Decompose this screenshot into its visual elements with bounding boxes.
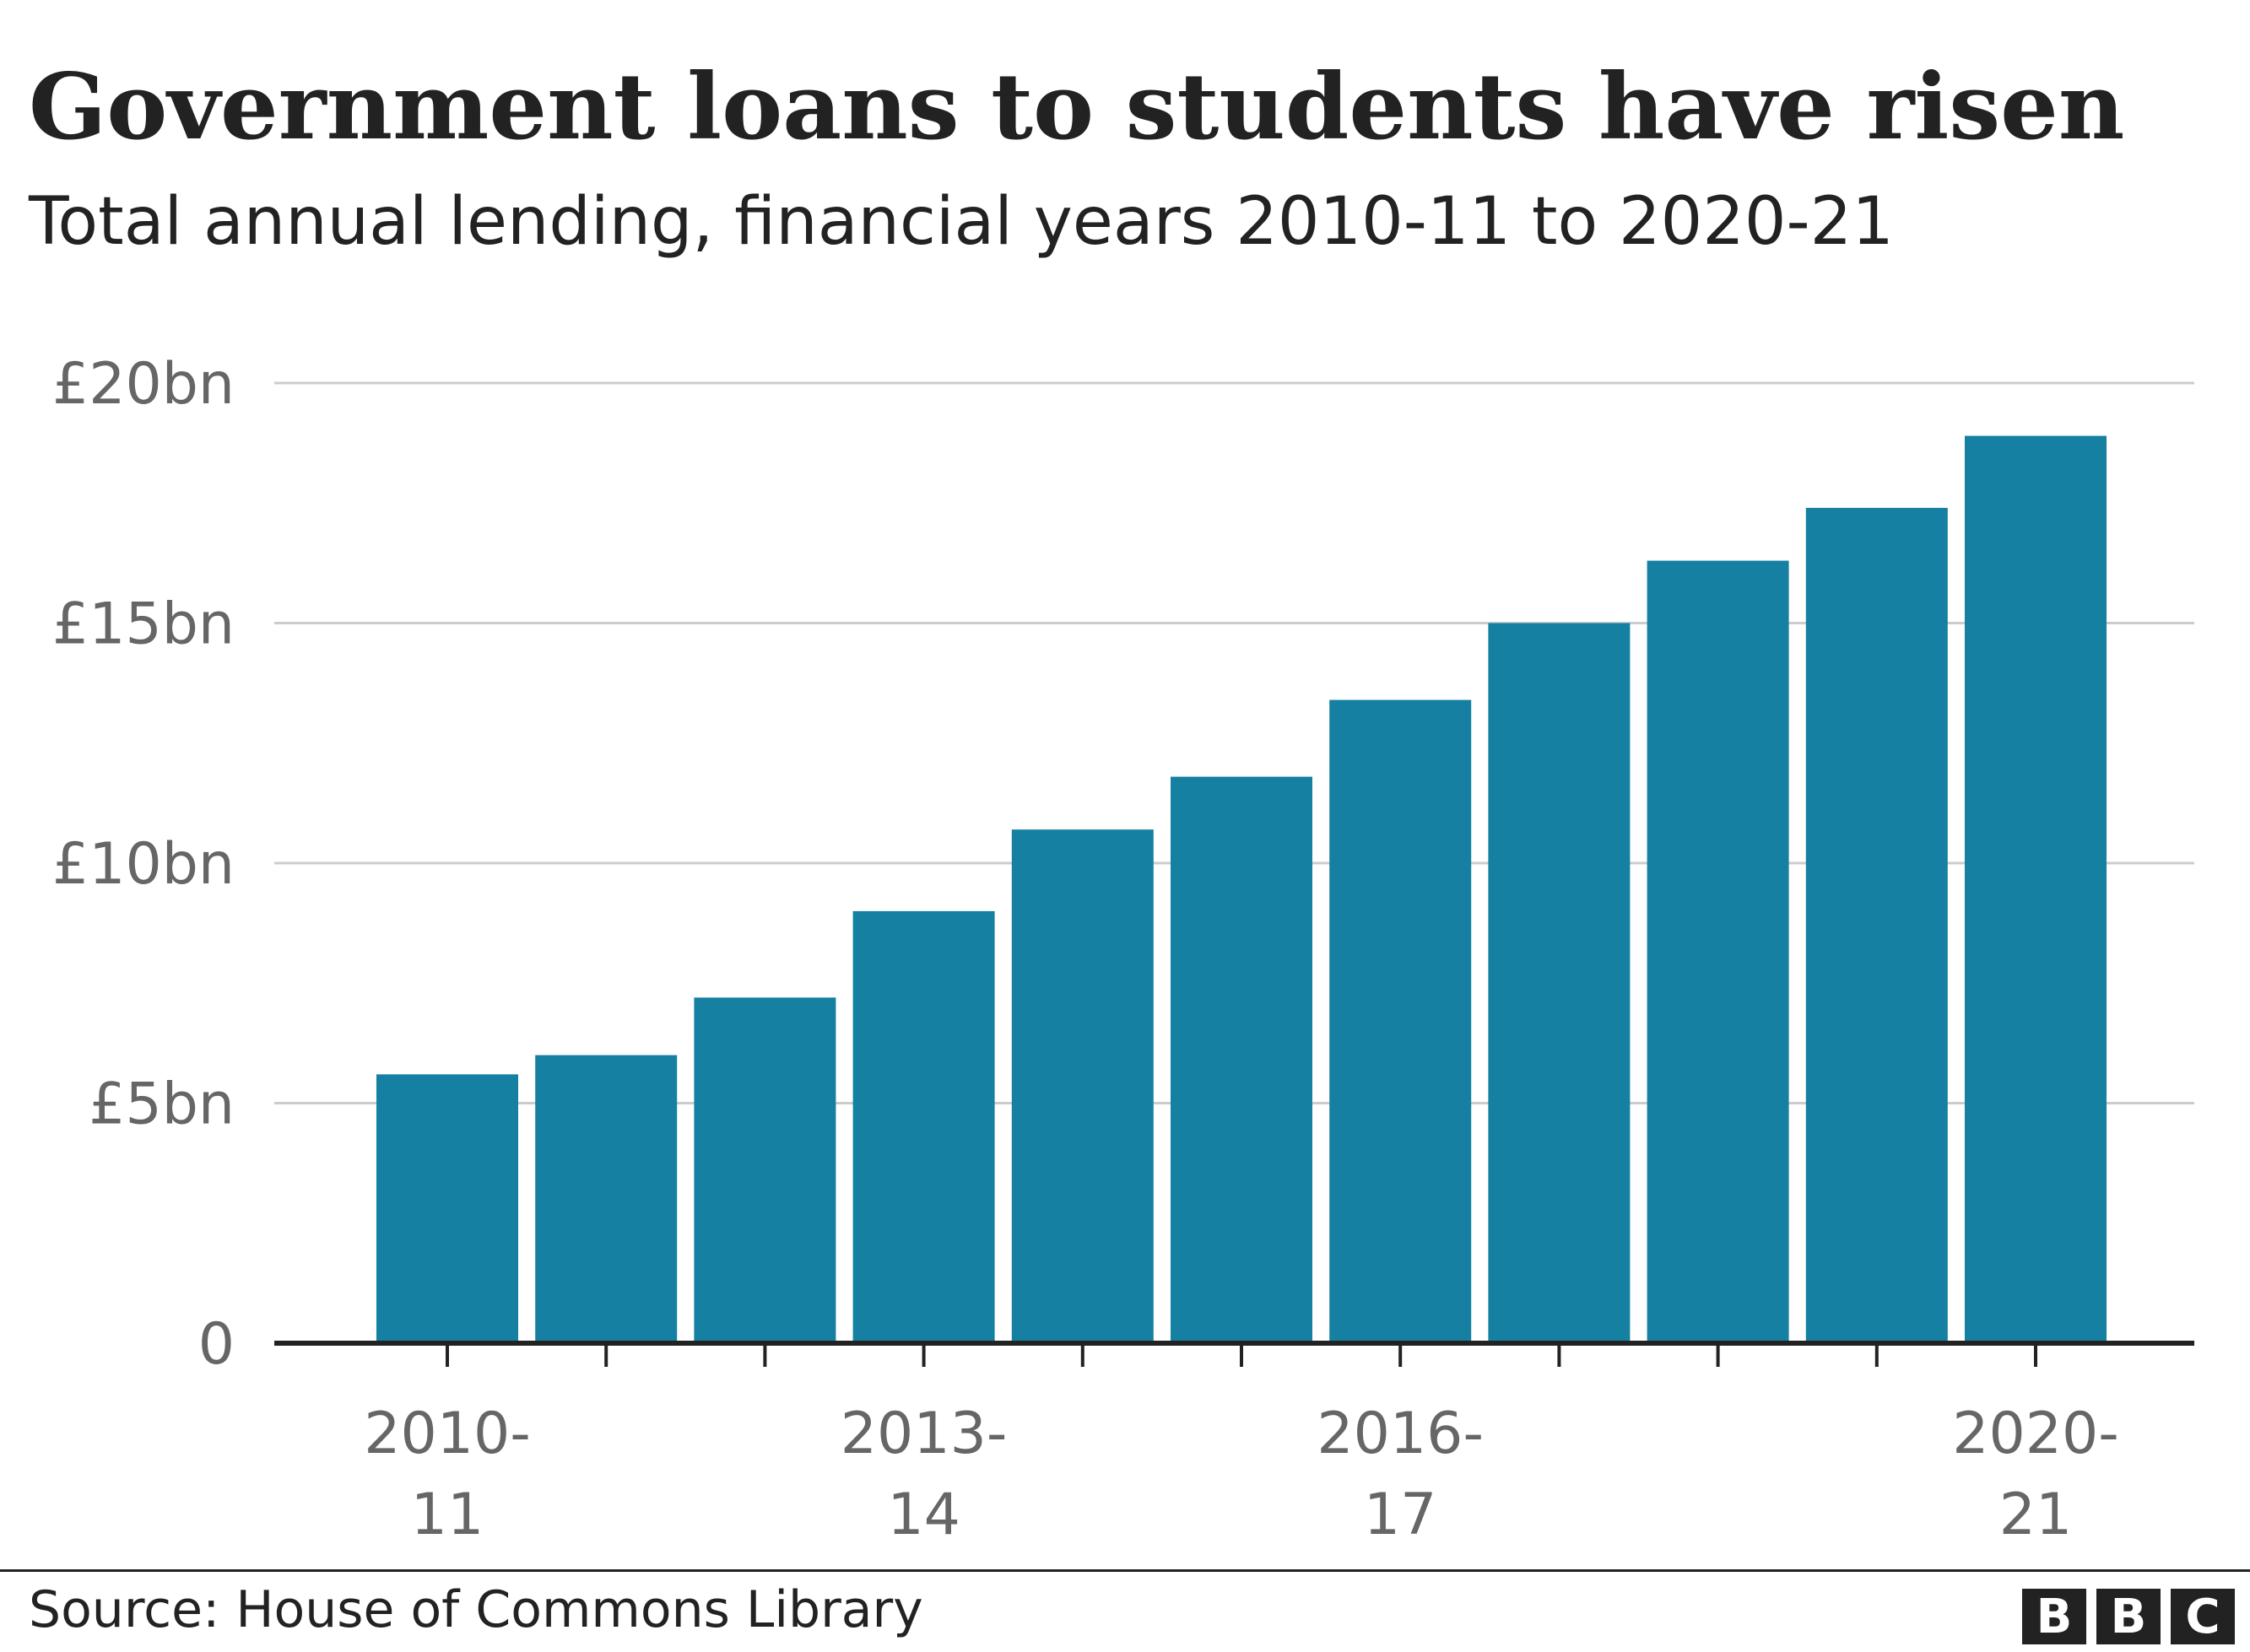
bbc-logo-block	[2096, 1589, 2161, 1644]
bar-2016-17	[1329, 699, 1472, 1343]
source-note: Source: House of Commons Library	[29, 1580, 923, 1639]
bar-2011-12	[535, 1055, 678, 1343]
y-tick-label: £20bn	[52, 351, 235, 418]
bar-2015-16	[1171, 776, 1312, 1343]
chart-subtitle: Total annual lending, financial years 20…	[29, 184, 1894, 260]
bars	[376, 435, 2107, 1343]
bbc-logo-block	[2022, 1589, 2086, 1644]
x-tick-label: 2020-21	[1952, 1401, 2119, 1548]
bbc-logo-block	[2171, 1589, 2235, 1644]
x-axis-labels: 2010-11 2013-14 2016-17 2020-21	[364, 1401, 2119, 1548]
x-tick-label: 2013-14	[841, 1401, 1008, 1548]
bbc-logo-letter: B	[2111, 1590, 2147, 1644]
x-tick-label: 2010-11	[364, 1401, 531, 1548]
y-tick-label: £15bn	[52, 591, 235, 658]
y-axis-labels: 0 £5bn £10bn £15bn £20bn	[52, 351, 235, 1378]
bar-2019-20	[1805, 507, 1948, 1343]
bar-2014-15	[1011, 829, 1154, 1343]
y-tick-label: 0	[198, 1311, 235, 1378]
bbc-logo-letter: C	[2185, 1590, 2220, 1644]
chart-title: Government loans to students have risen	[29, 54, 2125, 160]
x-tick-label: 2016-17	[1317, 1401, 1484, 1548]
bar-2018-19	[1647, 560, 1789, 1343]
bar-2017-18	[1488, 623, 1631, 1343]
x-axis	[274, 1341, 2194, 1367]
footer-divider	[0, 1569, 2250, 1572]
bar-2010-11	[376, 1074, 518, 1343]
bar-2020-21	[1965, 435, 2107, 1343]
bar-2012-13	[694, 997, 836, 1343]
y-tick-label: £10bn	[52, 831, 235, 898]
bar-2013-14	[852, 910, 995, 1343]
y-tick-label: £5bn	[89, 1072, 235, 1138]
bbc-logo-letter: B	[2036, 1590, 2073, 1644]
